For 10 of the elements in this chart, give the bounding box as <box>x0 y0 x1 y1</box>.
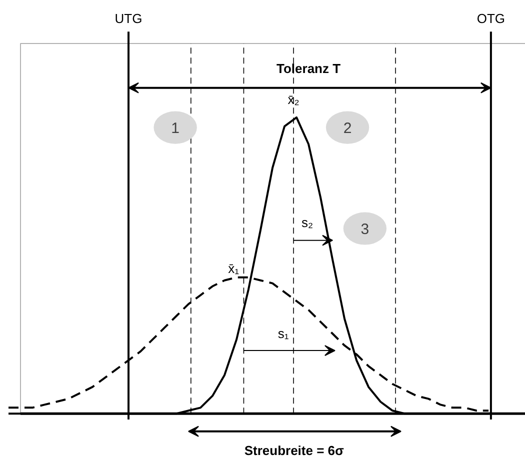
annotation: s₂ <box>302 215 314 230</box>
text: UTG <box>114 10 142 26</box>
annotation: s₁ <box>278 326 290 342</box>
text: Streubreite = 6σ <box>244 443 344 458</box>
text: OTG <box>476 10 506 26</box>
annotation: 2 <box>343 120 352 138</box>
annotation: 1 <box>171 120 180 138</box>
annotation: 3 <box>360 221 370 238</box>
text: Toleranz T <box>276 61 341 76</box>
annotation: x̄₁ <box>228 260 240 276</box>
